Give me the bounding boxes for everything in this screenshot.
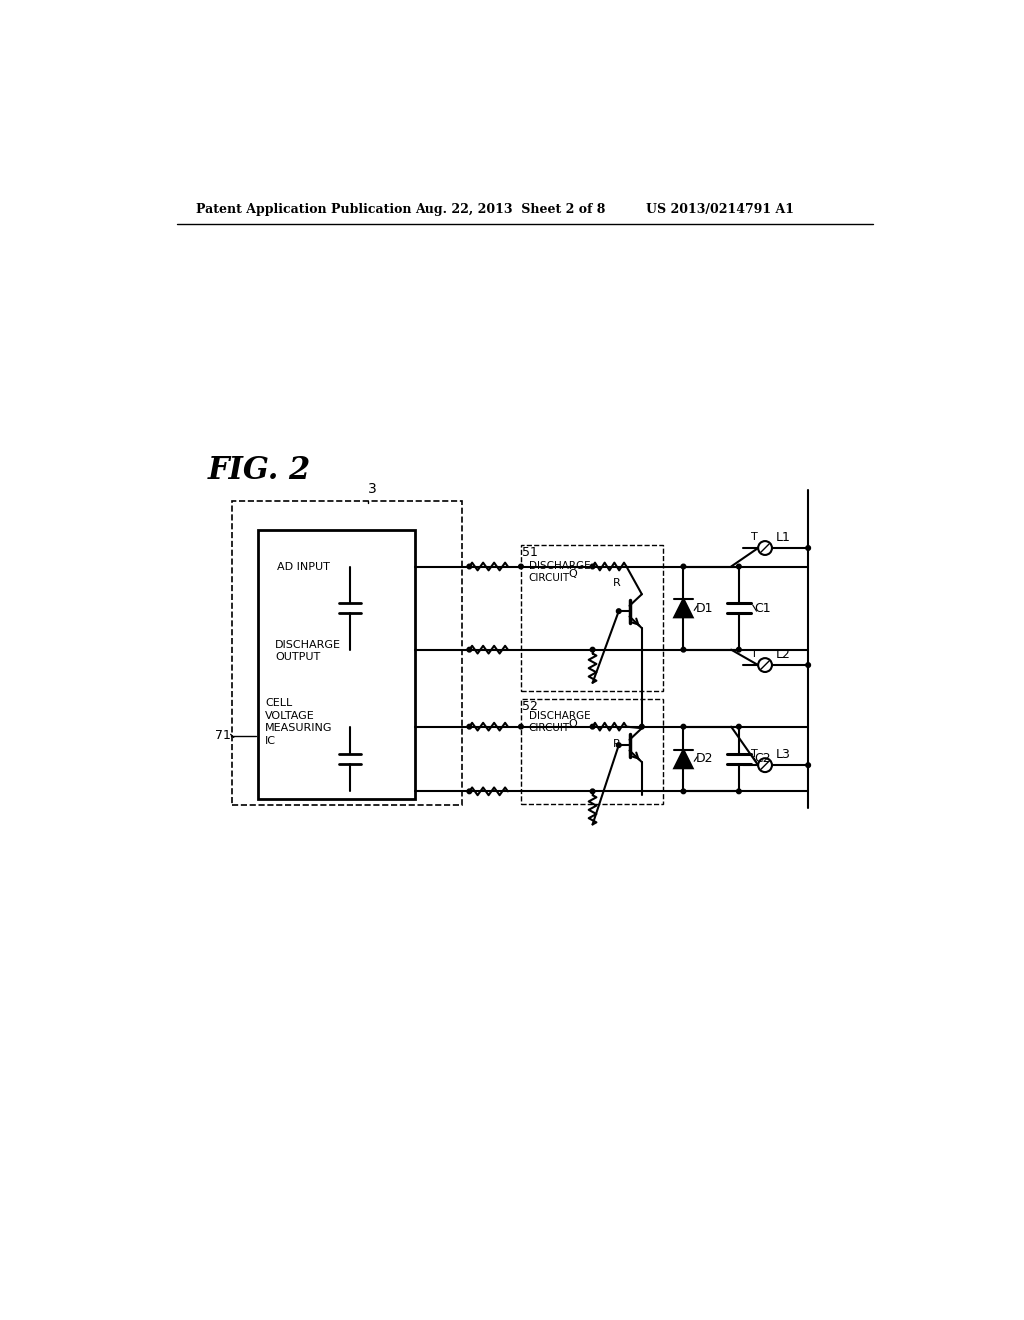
Circle shape — [806, 763, 810, 767]
Text: T: T — [751, 532, 758, 543]
Text: CELL
VOLTAGE
MEASURING
IC: CELL VOLTAGE MEASURING IC — [265, 698, 333, 746]
Circle shape — [467, 564, 472, 569]
Circle shape — [467, 789, 472, 793]
Text: Q: Q — [568, 569, 578, 579]
Circle shape — [806, 545, 810, 550]
Text: DISCHARGE
OUTPUT: DISCHARGE OUTPUT — [275, 640, 341, 663]
Circle shape — [616, 609, 621, 614]
Text: AD INPUT: AD INPUT — [276, 561, 330, 572]
Polygon shape — [674, 599, 692, 618]
Circle shape — [806, 663, 810, 668]
Text: Aug. 22, 2013  Sheet 2 of 8: Aug. 22, 2013 Sheet 2 of 8 — [416, 203, 606, 216]
Text: Q: Q — [568, 719, 578, 730]
Bar — [258, 529, 416, 799]
Circle shape — [736, 789, 741, 793]
Bar — [521, 700, 664, 804]
Text: 52: 52 — [522, 701, 539, 714]
Bar — [521, 545, 664, 692]
Text: T: T — [751, 649, 758, 659]
Circle shape — [590, 789, 595, 793]
Text: T: T — [751, 750, 758, 759]
Circle shape — [616, 743, 621, 747]
Text: C2: C2 — [755, 752, 771, 766]
Polygon shape — [674, 750, 692, 768]
Text: D1: D1 — [695, 602, 714, 615]
Text: US 2013/0214791 A1: US 2013/0214791 A1 — [646, 203, 795, 216]
Circle shape — [736, 564, 741, 569]
Circle shape — [518, 725, 523, 729]
Circle shape — [681, 789, 686, 793]
Text: L2: L2 — [776, 648, 791, 661]
Text: C1: C1 — [755, 602, 771, 615]
Circle shape — [736, 647, 741, 652]
Circle shape — [467, 647, 472, 652]
Circle shape — [590, 725, 595, 729]
Circle shape — [590, 647, 595, 652]
Text: 51: 51 — [522, 546, 539, 560]
Text: L3: L3 — [776, 748, 791, 760]
Text: 3: 3 — [368, 482, 377, 496]
Circle shape — [467, 725, 472, 729]
Text: L1: L1 — [776, 531, 791, 544]
Circle shape — [518, 564, 523, 569]
Text: FIG. 2: FIG. 2 — [208, 455, 311, 486]
Text: D2: D2 — [695, 752, 714, 766]
Bar — [232, 502, 462, 805]
Text: R: R — [612, 578, 621, 589]
Text: 71: 71 — [215, 730, 230, 742]
Circle shape — [736, 725, 741, 729]
Text: DISCHARGE
CIRCUIT: DISCHARGE CIRCUIT — [528, 561, 590, 583]
Circle shape — [640, 725, 644, 729]
Text: R: R — [612, 739, 621, 748]
Circle shape — [681, 725, 686, 729]
Circle shape — [681, 564, 686, 569]
Text: DISCHARGE
CIRCUIT: DISCHARGE CIRCUIT — [528, 711, 590, 733]
Text: Patent Application Publication: Patent Application Publication — [196, 203, 412, 216]
Circle shape — [590, 564, 595, 569]
Circle shape — [681, 647, 686, 652]
